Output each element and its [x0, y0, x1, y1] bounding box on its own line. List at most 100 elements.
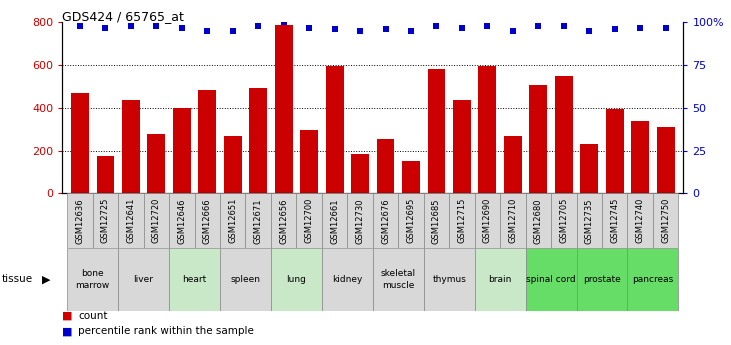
Text: heart: heart — [183, 275, 207, 284]
Point — [151, 23, 162, 29]
Text: spleen: spleen — [230, 275, 260, 284]
Point — [329, 27, 341, 32]
Bar — [198, 90, 216, 193]
Bar — [500, 193, 526, 248]
Text: ■: ■ — [62, 326, 72, 336]
Text: GSM12646: GSM12646 — [178, 198, 186, 244]
Point — [202, 28, 213, 34]
Text: GSM12685: GSM12685 — [432, 198, 441, 244]
Point — [278, 20, 289, 25]
Text: prostate: prostate — [583, 275, 621, 284]
Bar — [118, 193, 143, 248]
Bar — [169, 193, 194, 248]
Bar — [71, 93, 89, 193]
Point — [379, 27, 391, 32]
Text: liver: liver — [134, 275, 154, 284]
Bar — [656, 127, 675, 193]
Bar — [322, 248, 373, 310]
Bar — [627, 248, 678, 310]
Text: GSM12705: GSM12705 — [559, 198, 568, 244]
Text: GSM12661: GSM12661 — [330, 198, 339, 244]
Bar — [249, 88, 267, 193]
Text: GSM12725: GSM12725 — [101, 198, 110, 244]
Bar — [122, 100, 140, 193]
Point — [125, 23, 137, 29]
Bar — [351, 154, 369, 193]
Bar — [300, 130, 318, 193]
Bar — [653, 193, 678, 248]
Text: GDS424 / 65765_at: GDS424 / 65765_at — [62, 10, 184, 23]
Bar — [143, 193, 169, 248]
Bar — [450, 193, 474, 248]
Bar — [577, 248, 627, 310]
Bar — [373, 193, 398, 248]
Bar — [373, 248, 424, 310]
Text: kidney: kidney — [332, 275, 363, 284]
Text: GSM12636: GSM12636 — [75, 198, 85, 244]
Text: GSM12656: GSM12656 — [279, 198, 288, 244]
Bar — [551, 193, 577, 248]
Text: lung: lung — [287, 275, 306, 284]
Bar — [67, 193, 93, 248]
Point — [635, 25, 646, 30]
Bar — [67, 248, 118, 310]
Bar — [118, 248, 169, 310]
Bar — [504, 136, 522, 193]
Text: brain: brain — [488, 275, 512, 284]
Text: GSM12720: GSM12720 — [152, 198, 161, 244]
Text: spinal cord: spinal cord — [526, 275, 576, 284]
Bar — [453, 100, 471, 193]
Bar — [169, 248, 220, 310]
Bar — [424, 193, 450, 248]
Text: GSM12730: GSM12730 — [355, 198, 365, 244]
Text: GSM12740: GSM12740 — [636, 198, 645, 244]
Bar — [424, 248, 474, 310]
Text: bone
marrow: bone marrow — [75, 269, 110, 289]
Text: GSM12641: GSM12641 — [126, 198, 135, 244]
Bar — [632, 121, 649, 193]
Text: thymus: thymus — [432, 275, 466, 284]
Text: GSM12690: GSM12690 — [483, 198, 492, 244]
Point — [507, 28, 519, 34]
Text: GSM12666: GSM12666 — [202, 198, 212, 244]
Text: GSM12671: GSM12671 — [254, 198, 262, 244]
Point — [303, 25, 315, 30]
Point — [558, 23, 569, 29]
Point — [609, 27, 621, 32]
Point — [74, 23, 86, 29]
Bar — [220, 193, 246, 248]
Text: count: count — [78, 311, 107, 321]
Point — [660, 25, 672, 30]
Point — [99, 25, 111, 30]
Point — [405, 28, 417, 34]
Bar — [194, 193, 220, 248]
Text: GSM12651: GSM12651 — [228, 198, 238, 244]
Point — [176, 25, 188, 30]
Text: GSM12745: GSM12745 — [610, 198, 619, 244]
Bar — [627, 193, 653, 248]
Bar — [148, 135, 165, 193]
Text: skeletal
muscle: skeletal muscle — [381, 269, 416, 289]
Point — [227, 28, 238, 34]
Point — [532, 23, 544, 29]
Text: GSM12700: GSM12700 — [305, 198, 314, 244]
Bar — [271, 248, 322, 310]
Bar — [606, 109, 624, 193]
Text: tissue: tissue — [1, 275, 33, 284]
Bar — [322, 193, 347, 248]
Bar — [93, 193, 118, 248]
Text: percentile rank within the sample: percentile rank within the sample — [78, 326, 254, 336]
Point — [456, 25, 468, 30]
Text: pancreas: pancreas — [632, 275, 673, 284]
Bar — [428, 69, 445, 193]
Point — [431, 23, 442, 29]
Bar — [555, 76, 572, 193]
Bar — [474, 193, 500, 248]
Bar — [580, 144, 598, 193]
Text: ▶: ▶ — [42, 275, 51, 284]
Text: GSM12676: GSM12676 — [381, 198, 390, 244]
Text: ■: ■ — [62, 311, 72, 321]
Bar — [474, 248, 526, 310]
Bar — [326, 66, 344, 193]
Bar — [224, 136, 242, 193]
